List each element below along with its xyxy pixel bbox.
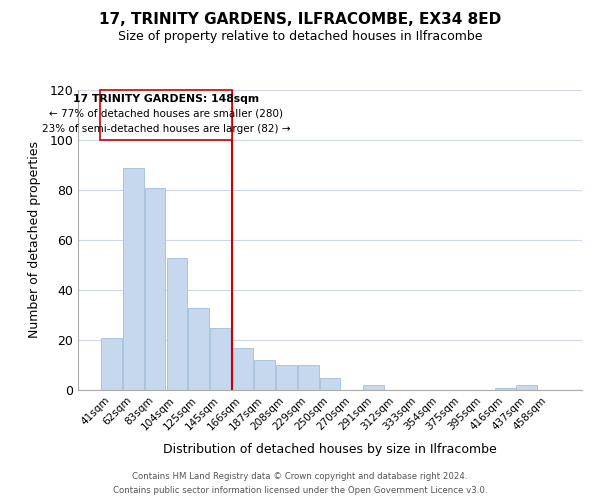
Text: 17 TRINITY GARDENS: 148sqm: 17 TRINITY GARDENS: 148sqm: [73, 94, 259, 104]
Bar: [188, 308, 209, 390]
Bar: [145, 188, 166, 390]
Bar: [254, 360, 275, 390]
Text: Contains public sector information licensed under the Open Government Licence v3: Contains public sector information licen…: [113, 486, 487, 495]
Text: ← 77% of detached houses are smaller (280): ← 77% of detached houses are smaller (28…: [49, 109, 283, 118]
Y-axis label: Number of detached properties: Number of detached properties: [28, 142, 41, 338]
X-axis label: Distribution of detached houses by size in Ilfracombe: Distribution of detached houses by size …: [163, 443, 497, 456]
Bar: [167, 258, 187, 390]
Bar: [494, 388, 515, 390]
Text: 23% of semi-detached houses are larger (82) →: 23% of semi-detached houses are larger (…: [42, 124, 290, 134]
Bar: [517, 385, 537, 390]
Bar: [123, 168, 143, 390]
Bar: [210, 328, 231, 390]
Bar: [298, 365, 319, 390]
Bar: [320, 378, 340, 390]
Text: Size of property relative to detached houses in Ilfracombe: Size of property relative to detached ho…: [118, 30, 482, 43]
Bar: [276, 365, 296, 390]
Text: Contains HM Land Registry data © Crown copyright and database right 2024.: Contains HM Land Registry data © Crown c…: [132, 472, 468, 481]
FancyBboxPatch shape: [100, 90, 232, 140]
Bar: [364, 385, 384, 390]
Bar: [232, 348, 253, 390]
Text: 17, TRINITY GARDENS, ILFRACOMBE, EX34 8ED: 17, TRINITY GARDENS, ILFRACOMBE, EX34 8E…: [99, 12, 501, 28]
Bar: [101, 338, 122, 390]
